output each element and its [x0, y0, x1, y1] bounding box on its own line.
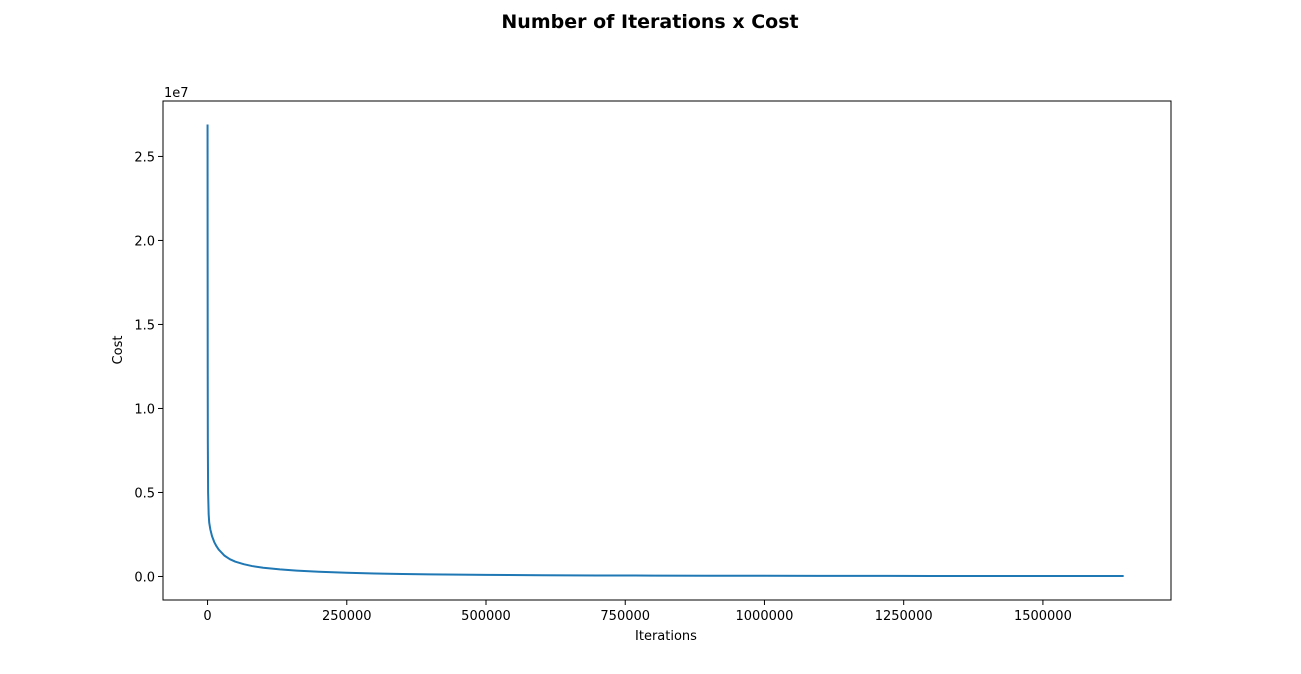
x-tick-label: 750000 — [600, 609, 650, 624]
y-axis-label: Cost — [111, 336, 126, 365]
x-tick-label: 1500000 — [1014, 609, 1072, 624]
y-tick-label: 0.0 — [134, 570, 155, 585]
x-axis-label: Iterations — [635, 629, 697, 644]
x-tick-label: 1000000 — [736, 609, 794, 624]
y-tick-label: 2.0 — [134, 234, 155, 249]
x-tick-label: 0 — [203, 609, 211, 624]
x-tick-label: 250000 — [322, 609, 372, 624]
y-axis-ticks: 0.0 0.5 1.0 1.5 2.0 2.5 — [134, 150, 163, 585]
chart-title: Number of Iterations x Cost — [501, 11, 798, 33]
axes-frame — [162, 100, 1172, 601]
x-tick-label: 500000 — [461, 609, 511, 624]
x-tick-label: 1250000 — [875, 609, 933, 624]
y-tick-label: 1.0 — [134, 402, 155, 417]
x-axis-ticks: 0 250000 500000 750000 1000000 1250000 1500000 — [203, 600, 1072, 624]
y-tick-label: 1.5 — [134, 318, 155, 333]
plot-area — [206, 124, 1124, 578]
y-tick-label: 2.5 — [134, 150, 155, 165]
y-axis-multiplier: 1e7 — [164, 86, 189, 101]
y-tick-label: 0.5 — [134, 486, 155, 501]
cost-series-line — [206, 124, 1124, 578]
